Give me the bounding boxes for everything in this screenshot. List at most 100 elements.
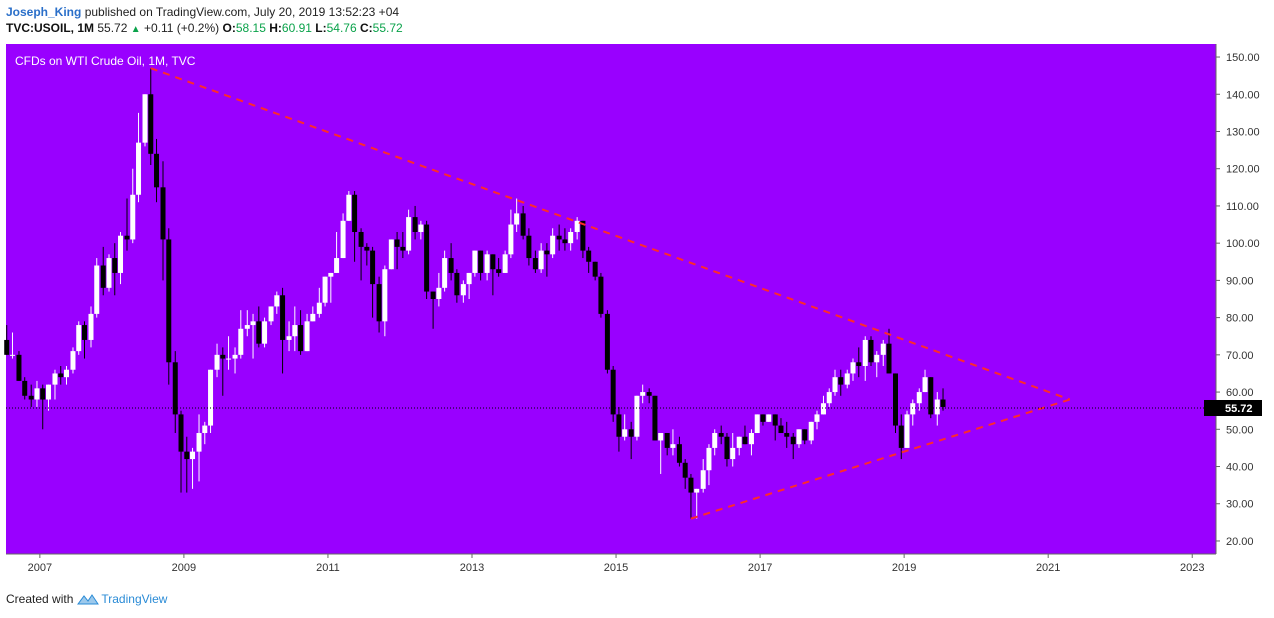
candle-body	[364, 246, 370, 251]
author-link[interactable]: Joseph_King	[6, 5, 82, 19]
candle	[232, 347, 238, 374]
candle-body	[418, 224, 424, 232]
candle	[676, 436, 682, 467]
candle	[886, 328, 892, 374]
trendline-upper[interactable]	[150, 67, 1071, 401]
candle-body	[460, 284, 466, 296]
candle	[106, 254, 112, 292]
candle-body	[874, 354, 880, 363]
candle	[592, 261, 598, 281]
candle	[274, 291, 280, 314]
candle	[832, 369, 838, 396]
candle	[262, 317, 268, 348]
time-tick-label: 2009	[172, 562, 196, 574]
candle	[454, 269, 460, 303]
candle-body	[808, 421, 814, 441]
candle	[586, 246, 592, 273]
candle	[658, 433, 664, 474]
candle	[640, 384, 646, 404]
candle-body	[232, 354, 238, 359]
candle-body	[400, 246, 406, 251]
candle	[772, 414, 778, 441]
candle	[88, 306, 94, 348]
candle	[598, 272, 604, 318]
candle-body	[526, 235, 532, 259]
candle	[94, 258, 100, 318]
candle-body	[190, 451, 196, 460]
candle	[874, 351, 880, 378]
candle	[766, 414, 772, 422]
price-axis[interactable]	[1216, 44, 1268, 554]
candle-body	[9, 354, 15, 356]
candle	[16, 351, 22, 381]
candle	[754, 414, 760, 434]
candle-body	[382, 269, 388, 322]
candle	[238, 310, 244, 359]
candle-body	[478, 250, 484, 273]
candle	[820, 395, 826, 415]
candle	[514, 198, 520, 232]
price-tick-label: 120.00	[1226, 164, 1260, 176]
candle	[328, 272, 334, 303]
price-tick-label: 60.00	[1226, 387, 1254, 399]
candle	[394, 231, 400, 270]
candle	[70, 347, 76, 374]
candle	[220, 347, 226, 396]
time-axis[interactable]	[6, 554, 1216, 578]
candle-body	[64, 369, 69, 378]
price-tick-label: 90.00	[1226, 275, 1254, 287]
candle-body	[496, 269, 502, 273]
candle-body	[424, 224, 430, 292]
time-tick-label: 2013	[460, 562, 484, 574]
candle-body	[868, 339, 874, 363]
open-label: O:	[222, 21, 236, 35]
candle	[556, 224, 562, 251]
plot-area[interactable]	[6, 44, 1216, 554]
candle	[406, 209, 412, 255]
candle	[346, 191, 352, 221]
candle-body	[730, 447, 736, 460]
candle	[610, 366, 616, 422]
price-tick-label: 50.00	[1226, 424, 1254, 436]
chart-title: CFDs on WTI Crude Oil, 1M, TVC	[15, 54, 196, 68]
tradingview-link[interactable]: TradingView	[101, 592, 168, 606]
published-text: published on TradingView.com, July 20, 2…	[84, 5, 400, 19]
price-chart[interactable]: CFDs on WTI Crude Oil, 1M, TVC 150.00 140…	[0, 42, 1274, 582]
candle	[628, 421, 634, 460]
candle-body	[454, 272, 460, 296]
candle	[358, 228, 364, 281]
candle-body	[676, 444, 682, 463]
candle-body	[292, 325, 298, 337]
candle	[928, 377, 934, 419]
candle	[484, 250, 490, 281]
candle	[460, 280, 466, 303]
candle-body	[934, 399, 940, 415]
candle-body	[472, 250, 478, 273]
candle-body	[508, 224, 514, 255]
candle	[424, 220, 430, 299]
candle-body	[544, 250, 550, 255]
candle	[892, 373, 898, 434]
candle	[568, 228, 574, 251]
candle-body	[34, 388, 40, 400]
price-tick-label: 30.00	[1226, 499, 1254, 511]
candle	[562, 228, 568, 251]
candle-body	[796, 429, 802, 445]
candle-body	[274, 295, 280, 307]
price-tick-label: 110.00	[1226, 201, 1259, 213]
candle	[448, 243, 454, 281]
candle-body	[4, 339, 10, 355]
candle-body	[370, 250, 376, 285]
candle	[784, 421, 790, 448]
trendline-lower[interactable]	[690, 398, 1071, 520]
candle-body	[502, 254, 508, 273]
high-value: 60.91	[281, 21, 312, 35]
candle	[352, 191, 358, 262]
candle-body	[148, 94, 154, 154]
candle	[724, 433, 730, 467]
candle-body	[802, 429, 808, 441]
candle-body	[286, 336, 292, 340]
candle	[322, 276, 328, 307]
candle-body	[736, 436, 742, 448]
candle-body	[184, 451, 190, 460]
